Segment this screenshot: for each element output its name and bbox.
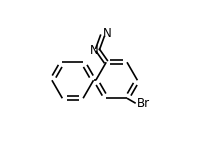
Text: Br: Br (136, 97, 150, 110)
Text: N: N (103, 27, 111, 40)
Text: N: N (90, 44, 99, 57)
